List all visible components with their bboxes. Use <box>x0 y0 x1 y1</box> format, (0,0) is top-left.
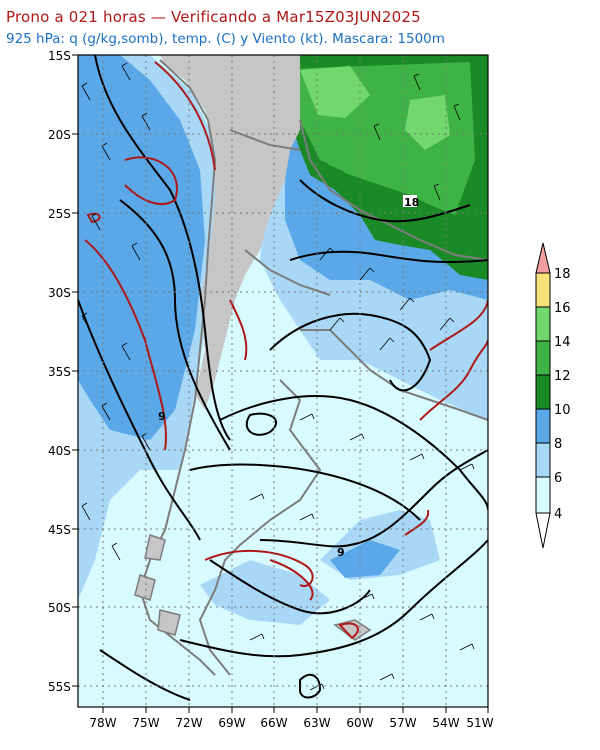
colorbar: 4 6 8 10 12 14 16 18 <box>535 242 571 549</box>
lon-label-69W: 69W <box>218 716 245 730</box>
lat-label-45S: 45S <box>48 523 71 537</box>
colorbar-segment-14-16 <box>535 306 551 342</box>
lat-axis: 15S 20S 25S 30S 35S 40S 45S 50S 55S <box>48 49 78 694</box>
lat-label-50S: 50S <box>48 601 71 615</box>
colorbar-segment-6-8 <box>535 442 551 478</box>
lat-label-20S: 20S <box>48 128 71 142</box>
map-subtitle: 925 hPa: q (g/kg,somb), temp. (C) y Vien… <box>6 31 445 47</box>
humidity-band-14-16 <box>300 66 450 150</box>
lat-label-35S: 35S <box>48 365 71 379</box>
lon-label-57W: 57W <box>389 716 416 730</box>
lon-axis: 78W 75W 72W 69W 66W 63W 60W 57W 54W 51W <box>89 707 494 730</box>
colorbar-segment-12-14 <box>535 340 551 376</box>
lon-label-78W: 78W <box>89 716 116 730</box>
colorbar-label-16: 16 <box>554 301 571 316</box>
colorbar-label-8: 8 <box>554 437 562 452</box>
lon-label-75W: 75W <box>132 716 159 730</box>
colorbar-bottom-arrow <box>535 512 551 549</box>
map-title: Prono a 021 horas — Verificando a Mar15Z… <box>6 8 421 26</box>
lat-label-15S: 15S <box>48 49 71 63</box>
lat-label-40S: 40S <box>48 444 71 458</box>
colorbar-segment-10-12 <box>535 374 551 410</box>
contour-label-9a: 9 <box>158 410 166 423</box>
lat-label-55S: 55S <box>48 680 71 694</box>
colorbar-label-10: 10 <box>554 403 571 418</box>
colorbar-segment-8-10 <box>535 408 551 444</box>
lon-label-66W: 66W <box>260 716 287 730</box>
colorbar-label-12: 12 <box>554 369 571 384</box>
colorbar-label-6: 6 <box>554 471 562 486</box>
colorbar-top-arrow <box>535 242 551 274</box>
contour-label-box <box>403 195 417 207</box>
colorbar-label-14: 14 <box>554 335 571 350</box>
contour-label-9b: 9 <box>337 546 345 559</box>
lon-label-51W: 51W <box>466 716 493 730</box>
lat-label-25S: 25S <box>48 207 71 221</box>
freezing-contours <box>84 61 488 640</box>
coastlines <box>138 59 488 676</box>
lat-label-30S: 30S <box>48 286 71 300</box>
lon-label-54W: 54W <box>432 716 459 730</box>
colorbar-segment-16-18 <box>535 272 551 308</box>
colorbar-label-4: 4 <box>554 507 562 522</box>
map-layers: 18 9 9 <box>78 55 488 707</box>
graticule <box>78 55 488 707</box>
lon-label-60W: 60W <box>346 716 373 730</box>
islands <box>134 534 372 641</box>
contour-label-18: 18 <box>404 196 419 209</box>
colorbar-segment-4-6 <box>535 476 551 514</box>
colorbar-label-18: 18 <box>554 267 571 282</box>
humidity-band-8-10 <box>78 55 205 440</box>
lon-label-72W: 72W <box>175 716 202 730</box>
map-frame <box>77 54 489 708</box>
lon-label-63W: 63W <box>303 716 330 730</box>
